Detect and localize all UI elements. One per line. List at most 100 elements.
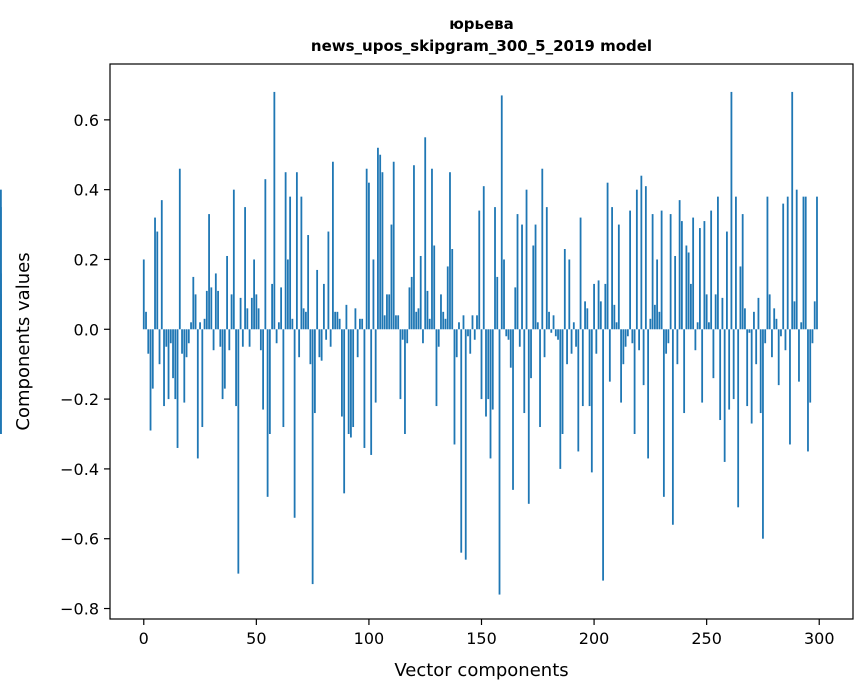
bar-263 — [735, 196, 737, 330]
bar-132 — [440, 294, 442, 330]
bar-274 — [759, 329, 762, 414]
bar-155 — [491, 329, 494, 410]
x-axis-ticks: 0 50 100 150 200 250 300 — [139, 619, 835, 648]
bar-3 — [149, 329, 152, 431]
bar-279 — [771, 329, 773, 358]
bar-20 — [187, 329, 190, 344]
bar-316 — [0, 329, 2, 354]
bar-140 — [458, 322, 460, 330]
bar-261 — [730, 91, 733, 330]
bar-8 — [160, 200, 163, 330]
y-axis-ticks: −0.8 −0.6 −0.4 −0.2 0.0 0.2 0.4 0.6 — [60, 111, 110, 619]
bar-127 — [428, 318, 431, 330]
bar-103 — [374, 329, 377, 403]
bar-271 — [753, 311, 755, 330]
bar-169 — [523, 329, 526, 414]
bar-77 — [316, 269, 319, 330]
bar-157 — [496, 276, 499, 330]
bar-194 — [579, 217, 582, 330]
chart-subtitle: news_upos_skipgram_300_5_2019 model — [311, 37, 652, 55]
bar-269 — [748, 329, 751, 333]
bar-105 — [379, 154, 382, 330]
bar-293 — [802, 196, 805, 330]
bar-208 — [611, 207, 613, 330]
bar-33 — [217, 290, 219, 330]
bar-240 — [683, 329, 686, 414]
bar-212 — [620, 329, 622, 403]
bar-179 — [545, 207, 548, 330]
bar-294 — [804, 196, 807, 330]
bar-235 — [671, 329, 674, 525]
bar-106 — [381, 172, 384, 330]
bar-195 — [581, 329, 584, 407]
bar-170 — [525, 189, 528, 330]
bar-137 — [451, 249, 454, 330]
bar-160 — [503, 259, 505, 330]
bar-225 — [649, 318, 652, 330]
bar-133 — [442, 311, 445, 330]
bar-192 — [575, 329, 577, 347]
bar-53 — [262, 329, 264, 410]
bar-19 — [185, 329, 188, 358]
bar-244 — [692, 217, 695, 330]
bar-214 — [624, 329, 627, 347]
bar-257 — [721, 297, 724, 330]
bar-216 — [629, 210, 631, 330]
bar-184 — [557, 329, 559, 340]
bar-98 — [363, 329, 366, 448]
bar-288 — [791, 91, 794, 330]
bar-47 — [248, 329, 251, 347]
bar-0 — [142, 259, 145, 330]
bar-42 — [237, 329, 240, 574]
x-tick-label: 0 — [139, 629, 149, 648]
bar-85 — [334, 311, 337, 330]
bar-134 — [444, 318, 447, 330]
bar-104 — [377, 147, 379, 330]
bar-124 — [422, 329, 424, 344]
bar-273 — [757, 297, 760, 330]
bar-70 — [300, 196, 303, 330]
bar-69 — [298, 329, 301, 358]
bar-292 — [800, 322, 803, 330]
bar-46 — [246, 308, 249, 330]
bar-91 — [347, 329, 350, 434]
bar-23 — [194, 294, 197, 330]
bar-32 — [214, 273, 217, 330]
bar-260 — [728, 329, 731, 410]
bar-150 — [480, 329, 483, 400]
bar-158 — [498, 329, 501, 595]
bar-64 — [286, 259, 289, 330]
bar-138 — [453, 329, 456, 445]
bar-86 — [336, 311, 339, 330]
bar-241 — [685, 245, 688, 330]
bar-202 — [597, 280, 600, 330]
bar-44 — [241, 329, 244, 347]
bar-220 — [638, 329, 641, 351]
bar-52 — [259, 329, 262, 351]
bar-120 — [413, 165, 415, 330]
bar-174 — [534, 224, 537, 330]
y-tick-label: −0.8 — [60, 600, 99, 619]
bar-139 — [455, 329, 458, 358]
bar-223 — [644, 186, 647, 330]
bar-54 — [264, 179, 267, 330]
bar-166 — [516, 214, 519, 330]
bar-253 — [712, 329, 715, 379]
bar-167 — [518, 329, 521, 347]
bar-12 — [169, 329, 172, 344]
bar-281 — [775, 318, 778, 330]
x-tick-label: 150 — [466, 629, 497, 648]
bar-13 — [172, 329, 174, 379]
bar-151 — [482, 186, 485, 330]
y-tick-label: 0.2 — [74, 250, 99, 269]
bar-309 — [0, 207, 2, 330]
bar-126 — [426, 290, 429, 330]
bar-264 — [737, 329, 740, 508]
bar-211 — [617, 224, 620, 330]
bar-276 — [764, 329, 767, 344]
bar-268 — [746, 329, 749, 407]
bar-314 — [0, 294, 2, 330]
bar-270 — [750, 329, 753, 424]
bar-108 — [386, 294, 388, 330]
bar-218 — [633, 329, 636, 434]
